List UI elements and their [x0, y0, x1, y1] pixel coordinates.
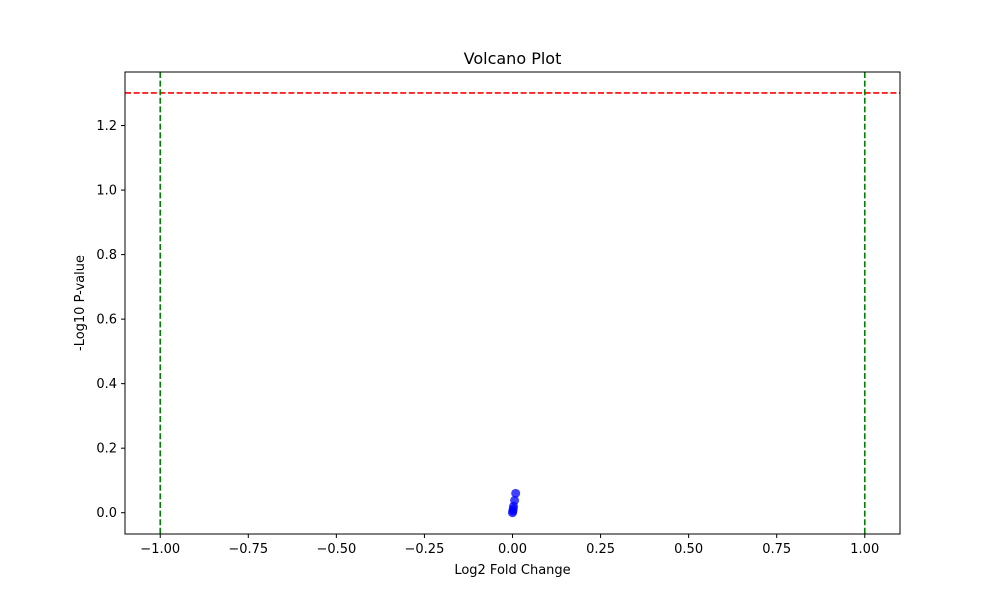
x-tick-label: 0.25 [586, 542, 615, 557]
data-point [511, 488, 521, 498]
y-tick-label: 0.0 [96, 506, 117, 521]
data-point [510, 495, 520, 505]
y-tick-label: 0.6 [96, 313, 117, 328]
plot-area: −1.00 −0.75 −0.50 −0.25 0.00 0.25 0.50 0.75 1.00… [96, 71, 901, 557]
y-tick-label: 0.8 [96, 248, 117, 263]
x-tick-label: 0.00 [498, 542, 527, 557]
chart-title: Volcano Plot [464, 49, 562, 68]
y-tick-label: 0.4 [96, 377, 117, 392]
y-tick-label: 1.2 [96, 119, 117, 134]
x-tick-label: 0.50 [674, 542, 703, 557]
x-axis-title: Log2 Fold Change [454, 563, 570, 578]
y-axis-title: -Log10 P-value [73, 255, 88, 351]
y-tick-label: 1.0 [96, 184, 117, 199]
x-tick-label: 1.00 [850, 542, 879, 557]
x-tick-label: −0.25 [405, 542, 445, 557]
x-tick-label: −0.75 [228, 542, 268, 557]
x-tick-label: −0.50 [316, 542, 356, 557]
plot-frame [124, 71, 901, 535]
y-tick-label: 0.2 [96, 442, 117, 457]
x-tick-label: 0.75 [762, 542, 791, 557]
x-tick-label: −1.00 [140, 542, 180, 557]
